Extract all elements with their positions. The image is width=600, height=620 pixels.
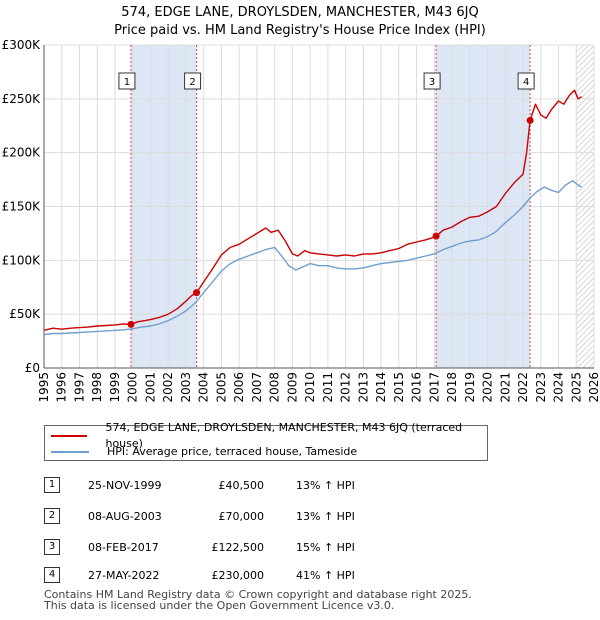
sale-marker-box — [517, 72, 535, 90]
legend-label-hpi: HPI: Average price, terraced house, Tame… — [107, 445, 358, 458]
legend-label-price: 574, EDGE LANE, DROYLSDEN, MANCHESTER, M… — [105, 421, 463, 450]
sale-number-badge: 3 — [44, 539, 60, 555]
x-tick-label: 2004 — [197, 372, 211, 403]
x-tick-label: 2009 — [285, 372, 299, 403]
x-tick-label: 1997 — [72, 372, 86, 403]
y-tick-label: £250K — [2, 92, 42, 106]
x-tick-label: 2020 — [481, 372, 495, 403]
x-tick-label: 1998 — [90, 372, 104, 403]
x-tick-label: 2013 — [356, 372, 370, 403]
sale-price: £230,000 — [211, 569, 265, 582]
chart-title: 574, EDGE LANE, DROYLSDEN, MANCHESTER, M… — [0, 4, 600, 40]
sale-date: 25-NOV-1999 — [88, 479, 162, 492]
sale-point — [432, 232, 440, 240]
sale-row: 4 27-MAY-2022 £230,000 41% ↑ HPI — [44, 567, 464, 584]
x-tick-label: 2025 — [569, 372, 583, 403]
sale-date: 08-FEB-2017 — [88, 541, 159, 554]
y-tick-label: £200K — [2, 146, 42, 160]
x-tick-label: 2010 — [303, 372, 317, 403]
sale-marker-box — [118, 72, 136, 90]
title-address: 574, EDGE LANE, DROYLSDEN, MANCHESTER, M… — [121, 5, 479, 20]
footer-licence: This data is licensed under the Open Gov… — [44, 599, 395, 612]
sale-marker-label: 4 — [523, 77, 529, 88]
title-subtitle: Price paid vs. HM Land Registry's House … — [114, 23, 486, 38]
x-tick-label: 2023 — [534, 372, 548, 403]
y-tick-label: £100K — [2, 253, 42, 267]
x-tick-label: 2022 — [516, 372, 530, 403]
sale-marker-label: 1 — [124, 77, 130, 88]
sale-hpi-change: 41% ↑ HPI — [296, 569, 355, 582]
x-tick-label: 1996 — [55, 372, 69, 403]
x-tick-label: 1999 — [108, 372, 122, 403]
sale-date: 08-AUG-2003 — [88, 510, 162, 523]
sale-row: 1 25-NOV-1999 £40,500 13% ↑ HPI — [44, 477, 464, 494]
x-tick-label: 2014 — [374, 372, 388, 403]
sale-date: 27-MAY-2022 — [88, 569, 160, 582]
x-tick-label: 2005 — [214, 372, 228, 403]
x-tick-label: 2026 — [587, 372, 600, 403]
sale-marker-box — [423, 72, 441, 90]
legend-item-price: 574, EDGE LANE, DROYLSDEN, MANCHESTER, M… — [51, 421, 487, 450]
x-tick-label: 2016 — [410, 372, 424, 403]
legend-swatch-hpi — [51, 451, 89, 453]
x-tick-label: 2001 — [143, 372, 157, 403]
x-tick-label: 2019 — [463, 372, 477, 403]
price-paid-line — [43, 89, 582, 331]
hpi-line — [43, 179, 582, 336]
sale-price: £70,000 — [218, 510, 265, 523]
x-tick-label: 2012 — [339, 372, 353, 403]
sale-row: 2 08-AUG-2003 £70,000 13% ↑ HPI — [44, 508, 464, 525]
sale-hpi-change: 15% ↑ HPI — [296, 541, 355, 554]
sale-marker-label: 2 — [189, 77, 195, 88]
sale-point — [193, 289, 201, 297]
sale-point — [526, 116, 534, 124]
x-tick-label: 2011 — [321, 372, 335, 403]
x-tick-label: 2015 — [392, 372, 406, 403]
y-tick-label: £50K — [9, 307, 41, 321]
x-tick-label: 2002 — [161, 372, 175, 403]
sale-row: 3 08-FEB-2017 £122,500 15% ↑ HPI — [44, 539, 464, 556]
x-tick-label: 2003 — [179, 372, 193, 403]
sale-marker-box — [184, 72, 202, 90]
x-tick-label: 1995 — [37, 372, 51, 403]
x-tick-label: 2024 — [552, 372, 566, 403]
x-tick-label: 2017 — [427, 372, 441, 403]
sale-point — [127, 320, 135, 328]
x-tick-label: 2008 — [268, 372, 282, 403]
x-tick-label: 2007 — [250, 372, 264, 403]
sale-marker-label: 3 — [429, 77, 435, 88]
y-tick-label: £0 — [25, 361, 40, 375]
sale-number-badge: 1 — [44, 477, 60, 493]
y-tick-label: £300K — [2, 38, 42, 52]
x-tick-label: 2021 — [498, 372, 512, 403]
y-tick-label: £150K — [2, 200, 42, 214]
price-chart: 1 2 3 4 £0 £50K £100K £150K £200K £250K £300K 1995… — [2, 38, 600, 403]
x-tick-label: 2000 — [126, 372, 140, 403]
x-tick-label: 2018 — [445, 372, 459, 403]
footer-copyright: Contains HM Land Registry data © Crown c… — [44, 588, 472, 601]
legend-swatch-price — [51, 435, 88, 437]
sale-hpi-change: 13% ↑ HPI — [296, 479, 355, 492]
footer-attribution: Contains HM Land Registry data © Crown c… — [44, 589, 472, 611]
legend-item-hpi: HPI: Average price, terraced house, Tame… — [51, 444, 357, 460]
chart-legend: 574, EDGE LANE, DROYLSDEN, MANCHESTER, M… — [44, 421, 488, 461]
x-tick-label: 2006 — [232, 372, 246, 403]
sale-hpi-change: 13% ↑ HPI — [296, 510, 355, 523]
sale-number-badge: 4 — [44, 567, 60, 583]
sale-number-badge: 2 — [44, 508, 60, 524]
sale-price: £40,500 — [218, 479, 265, 492]
sale-price: £122,500 — [211, 541, 265, 554]
